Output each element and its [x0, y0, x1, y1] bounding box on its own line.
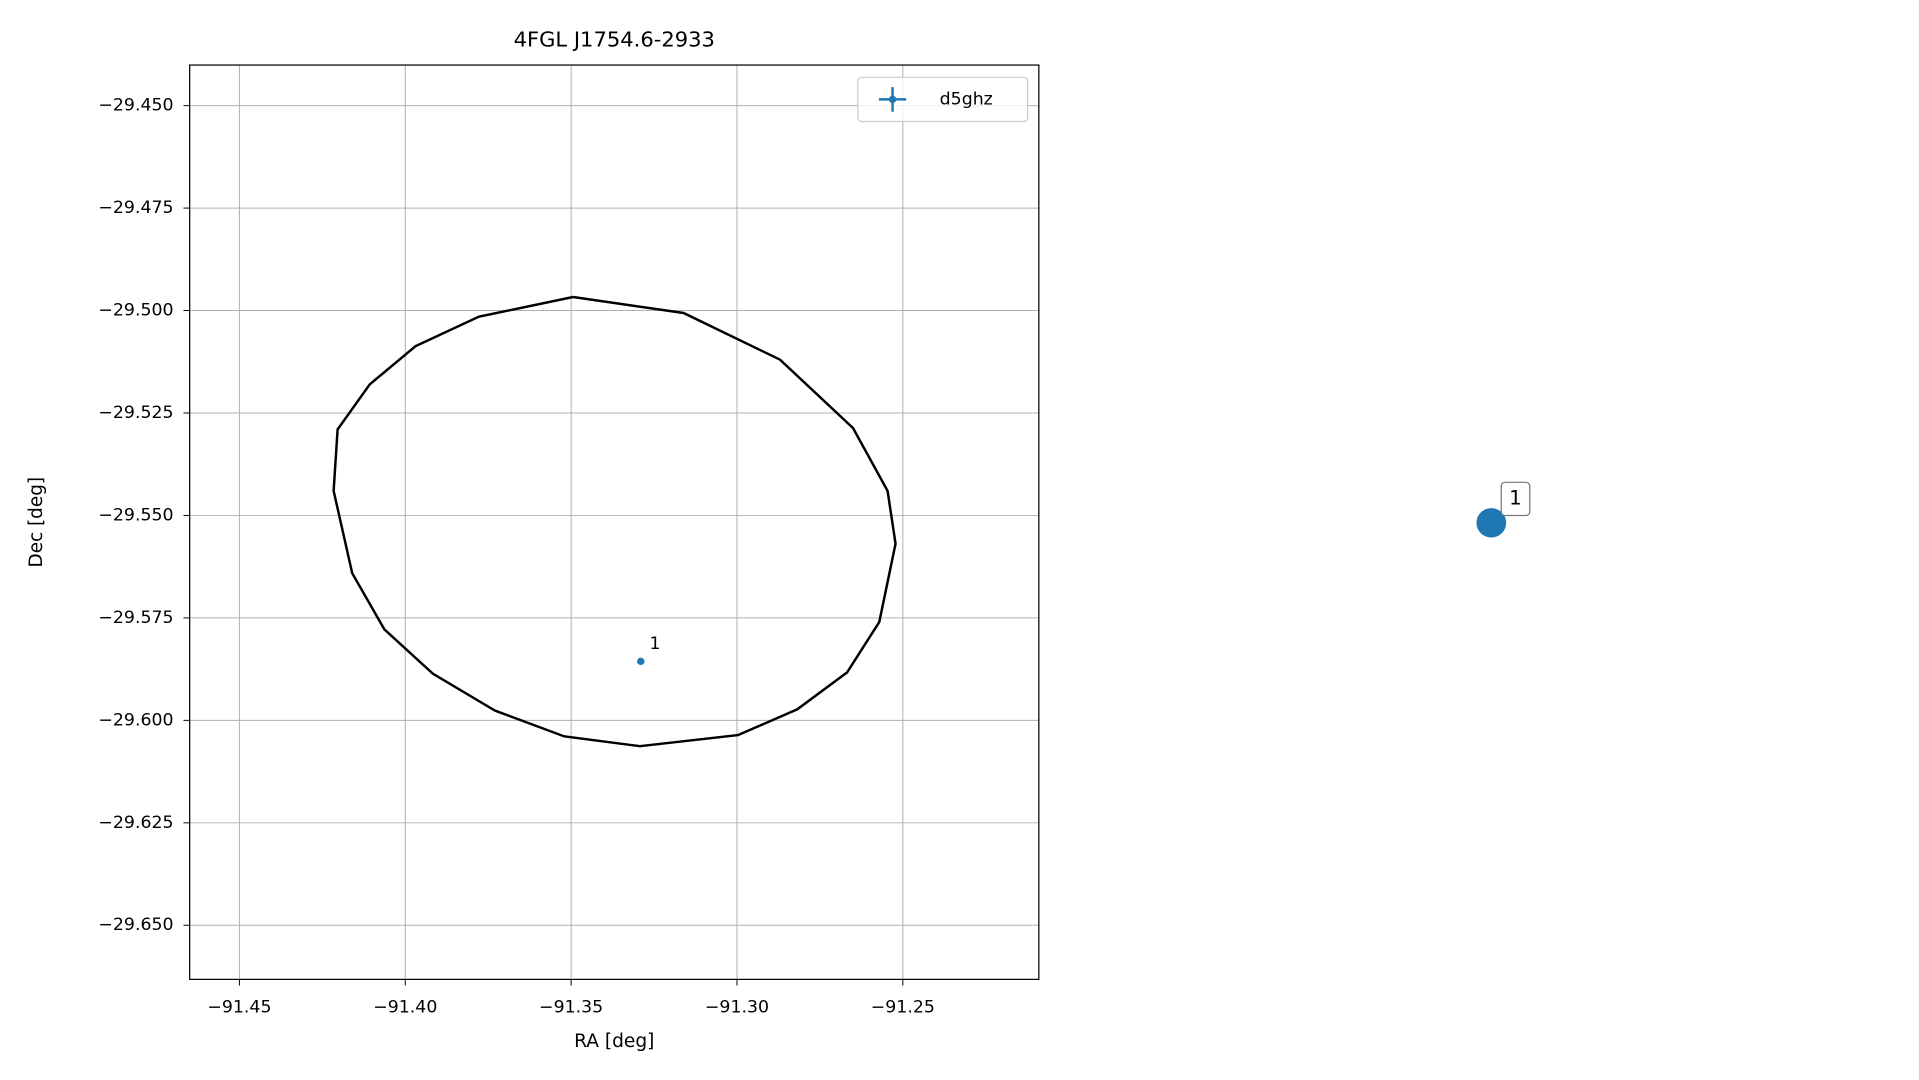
- point-label: 1: [649, 634, 660, 654]
- error-ellipse: [332, 295, 897, 748]
- legend-box: [857, 76, 1029, 123]
- x-tick-label: −91.45: [207, 998, 271, 1018]
- y-tick-label: −29.575: [98, 608, 173, 628]
- x-axis-label: RA [deg]: [574, 1031, 654, 1052]
- marker: [1476, 508, 1507, 538]
- label-box: [1500, 481, 1531, 517]
- y-tick-label: −29.550: [98, 505, 173, 525]
- y-tick-label: −29.475: [98, 198, 173, 218]
- marker-label: 1: [1509, 486, 1522, 509]
- y-tick-label: −29.450: [98, 96, 173, 116]
- y-tick-label: −29.500: [98, 301, 173, 321]
- axes-frame: [189, 64, 1040, 980]
- data-point: [637, 657, 645, 666]
- x-tick-label: −91.40: [373, 998, 437, 1018]
- y-tick-label: −29.525: [98, 403, 173, 423]
- y-axis-label: Dec [deg]: [26, 477, 47, 568]
- y-tick-label: −29.650: [98, 915, 173, 935]
- y-tick-label: −29.625: [98, 813, 173, 833]
- x-tick-label: −91.25: [871, 998, 935, 1018]
- legend-marker: [888, 95, 897, 104]
- x-tick-label: −91.35: [539, 998, 603, 1018]
- chart-title: 4FGL J1754.6-2933: [514, 28, 715, 52]
- y-tick-label: −29.600: [98, 710, 173, 730]
- legend-label: d5ghz: [940, 89, 993, 109]
- x-tick-label: −91.30: [705, 998, 769, 1018]
